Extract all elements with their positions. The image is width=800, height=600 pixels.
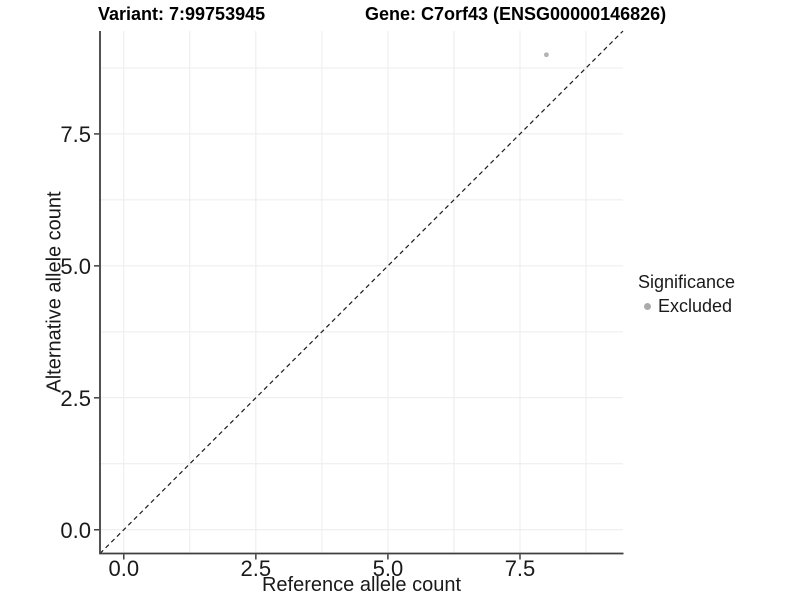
plot-title-variant: Variant: 7:99753945 [98,4,266,24]
x-axis-title: Reference allele count [261,574,461,596]
legend-key [638,302,656,310]
y-tick-label: 0.0 [60,518,91,543]
x-tick-label: 0.0 [108,556,139,581]
y-axis-title: Alternative allele count [43,191,66,393]
data-point [543,52,549,58]
identity-reference-line [99,30,624,554]
y-tick-label: 7.5 [60,122,91,147]
x-tick-label: 2.5 [241,556,272,581]
legend-title: Significance [638,272,736,292]
y-tick-label: 2.5 [60,386,91,411]
y-tick-label: 5.0 [60,254,91,279]
legend-entry-excluded: Excluded [638,294,735,318]
legend: Significance Excluded [638,270,735,318]
excluded-marker-icon [644,302,651,310]
x-tick-label: 7.5 [505,556,536,581]
x-tick-label: 5.0 [373,556,404,581]
plot-title-gene: Gene: C7orf43 (ENSG00000146826) [365,4,667,24]
axis-line [99,31,624,555]
legend-entry-label: Excluded [658,296,733,316]
